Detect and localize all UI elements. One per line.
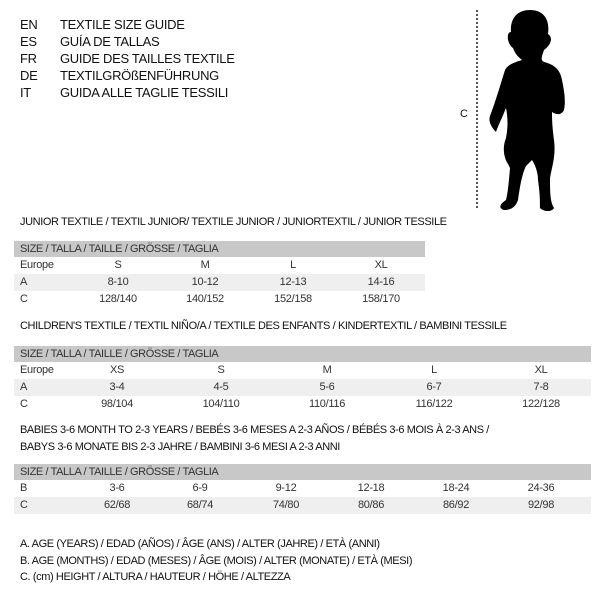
junior-size-table: SIZE / TALLA / TAILLE / GRÖSSE / TAGLIA … xyxy=(14,241,425,308)
table-cell: L xyxy=(290,259,296,271)
table-row: A 3-4 4-5 5-6 6-7 7-8 xyxy=(14,379,591,396)
table-cell: S xyxy=(217,364,225,376)
lang-code: FR xyxy=(20,51,37,66)
table-cell: M xyxy=(200,259,210,271)
table-cell: 10-12 xyxy=(191,276,219,288)
table-cell: XL xyxy=(534,364,548,376)
table-cell: 3-4 xyxy=(109,381,125,393)
table-cell: 12-13 xyxy=(279,276,307,288)
table-cell: 9-12 xyxy=(275,482,297,494)
table-cell: M xyxy=(322,364,332,376)
row-label: Europe xyxy=(20,364,54,376)
table-cell: 7-8 xyxy=(533,381,549,393)
table-row: C 62/68 68/74 74/80 80/86 86/92 92/98 xyxy=(14,497,591,514)
babies-title-line-2: BABYS 3-6 MONATE BIS 2-3 JAHRE / BAMBINI… xyxy=(20,441,340,453)
legend-c: C. (cm) HEIGHT / ALTURA / HAUTEUR / HÖHE… xyxy=(20,571,291,583)
table-cell: 6-7 xyxy=(426,381,442,393)
table-cell: 92/98 xyxy=(527,499,555,511)
row-label: A xyxy=(20,381,28,393)
table-cell: 5-6 xyxy=(319,381,335,393)
table-cell: 74/80 xyxy=(272,499,300,511)
table-cell: 110/116 xyxy=(308,398,346,410)
table-cell: L xyxy=(431,364,437,376)
children-title: CHILDREN'S TEXTILE / TEXTIL NIÑO/A / TEX… xyxy=(20,320,507,332)
table-cell: 3-6 xyxy=(109,482,125,494)
table-cell: 24-36 xyxy=(527,482,555,494)
table-cell: 62/68 xyxy=(103,499,131,511)
table-cell: 122/128 xyxy=(522,398,560,410)
height-measure-label: C xyxy=(460,108,468,120)
row-label: B xyxy=(20,482,28,494)
lang-title: GUIDA ALLE TAGLIE TESSILI xyxy=(60,85,229,100)
table-cell: 14-16 xyxy=(367,276,395,288)
babies-size-table: SIZE / TALLA / TAILLE / GRÖSSE / TAGLIA … xyxy=(14,464,591,514)
table-cell: 140/152 xyxy=(186,293,224,305)
table-header: SIZE / TALLA / TAILLE / GRÖSSE / TAGLIA xyxy=(14,241,425,257)
child-silhouette-icon xyxy=(489,10,565,211)
table-row: B 3-6 6-9 9-12 12-18 18-24 24-36 xyxy=(14,480,591,497)
legend-b: B. AGE (MONTHS) / EDAD (MESES) / ÂGE (MO… xyxy=(20,555,413,567)
height-measure-line xyxy=(476,10,478,208)
lang-title: TEXTILE SIZE GUIDE xyxy=(60,17,185,32)
lang-title: GUÍA DE TALLAS xyxy=(60,34,160,49)
table-cell: 104/110 xyxy=(202,398,240,410)
row-label: A xyxy=(20,276,28,288)
table-cell: 80/86 xyxy=(357,499,385,511)
row-label: C xyxy=(20,293,28,305)
table-cell: 4-5 xyxy=(213,381,229,393)
lang-code: EN xyxy=(20,17,38,32)
table-row: Europe XS S M L XL xyxy=(14,362,591,379)
lang-code: DE xyxy=(20,68,38,83)
table-cell: XL xyxy=(374,259,388,271)
lang-code: ES xyxy=(20,34,37,49)
table-cell: 158/170 xyxy=(362,293,400,305)
table-cell: 98/104 xyxy=(101,398,133,410)
children-size-table: SIZE / TALLA / TAILLE / GRÖSSE / TAGLIA … xyxy=(14,346,591,413)
lang-title: GUIDE DES TAILLES TEXTILE xyxy=(60,51,235,66)
language-codes: EN ES FR DE IT xyxy=(20,16,38,101)
table-cell: 116/122 xyxy=(415,398,453,410)
table-header: SIZE / TALLA / TAILLE / GRÖSSE / TAGLIA xyxy=(14,464,591,480)
table-cell: 6-9 xyxy=(192,482,208,494)
row-label: C xyxy=(20,398,28,410)
table-row: C 98/104 104/110 110/116 116/122 122/128 xyxy=(14,396,591,413)
table-cell: 86/92 xyxy=(442,499,470,511)
table-header: SIZE / TALLA / TAILLE / GRÖSSE / TAGLIA xyxy=(14,346,591,362)
legend-a: A. AGE (YEARS) / EDAD (AÑOS) / ÂGE (ANS)… xyxy=(20,538,380,550)
table-cell: XS xyxy=(109,364,125,376)
table-row: A 8-10 10-12 12-13 14-16 xyxy=(14,274,425,291)
table-cell: 152/158 xyxy=(274,293,312,305)
table-row: C 128/140 140/152 152/158 158/170 xyxy=(14,291,425,308)
table-cell: 12-18 xyxy=(357,482,385,494)
babies-title-line-1: BABIES 3-6 MONTH TO 2-3 YEARS / BEBÉS 3-… xyxy=(20,424,489,436)
table-cell: 8-10 xyxy=(107,276,129,288)
junior-title: JUNIOR TEXTILE / TEXTIL JUNIOR/ TEXTILE … xyxy=(20,216,447,228)
row-label: C xyxy=(20,499,28,511)
row-label: Europe xyxy=(20,259,54,271)
lang-title: TEXTILGRÖßENFÜHRUNG xyxy=(60,68,219,83)
table-row: Europe S M L XL xyxy=(14,257,425,274)
table-cell: 18-24 xyxy=(442,482,470,494)
language-titles: TEXTILE SIZE GUIDE GUÍA DE TALLAS GUIDE … xyxy=(60,16,235,101)
table-cell: S xyxy=(114,259,122,271)
table-cell: 68/74 xyxy=(186,499,214,511)
lang-code: IT xyxy=(20,85,31,100)
table-cell: 128/140 xyxy=(99,293,137,305)
